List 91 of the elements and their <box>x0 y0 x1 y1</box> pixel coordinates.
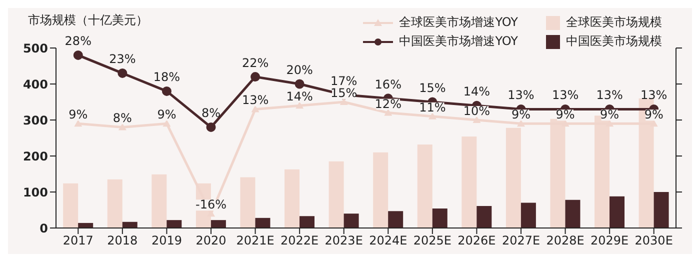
data-label: 15% <box>419 81 446 95</box>
point <box>296 102 304 109</box>
data-label: 9% <box>157 108 176 122</box>
point <box>118 123 126 130</box>
point <box>251 105 260 112</box>
bar <box>417 144 432 228</box>
data-label: 15% <box>330 86 358 100</box>
data-label: 18% <box>153 70 180 84</box>
data-label: 16% <box>374 77 402 92</box>
x-tick-label: 2027E <box>502 234 540 248</box>
bar <box>122 222 138 228</box>
bar <box>432 208 448 228</box>
legend-label: 中国医美市场增速YOY <box>398 33 518 50</box>
data-label: 13% <box>508 88 534 102</box>
point <box>73 50 83 60</box>
x-tick-label: 2019 <box>151 234 182 248</box>
point <box>428 112 436 120</box>
data-label: 20% <box>286 63 313 77</box>
x-tick-label: 2026E <box>458 234 496 248</box>
bar <box>255 218 270 228</box>
x-tick-label: 2024E <box>369 234 408 248</box>
x-tick-label: 2029E <box>590 234 629 248</box>
data-label: 14% <box>463 84 490 99</box>
x-tick-label: 2017 <box>62 234 94 248</box>
y-tick-label: 400 <box>22 77 48 92</box>
data-label: 9% <box>644 108 664 122</box>
data-label: 14% <box>286 90 313 104</box>
data-label: 12% <box>374 96 402 111</box>
point <box>517 120 525 127</box>
data-label: 11% <box>419 100 446 114</box>
x-tick-label: 2023E <box>324 234 363 248</box>
bar <box>166 220 182 228</box>
y-tick-label: 500 <box>22 41 48 56</box>
x-tick-label: 2021E <box>236 234 274 248</box>
y-tick-label: 100 <box>22 185 48 200</box>
bar <box>654 192 669 228</box>
data-label: -16% <box>195 198 227 212</box>
x-tick-label: 2030E <box>634 234 673 248</box>
data-label: 13% <box>552 88 579 102</box>
bar <box>300 216 315 228</box>
point <box>250 72 260 82</box>
point <box>294 79 304 89</box>
bar <box>476 206 492 228</box>
point <box>206 122 216 132</box>
bar <box>284 169 300 228</box>
data-label: 9% <box>556 108 575 122</box>
point <box>118 68 128 78</box>
bar <box>388 211 404 228</box>
legend-label: 中国医美市场规模 <box>565 33 662 50</box>
data-label: 9% <box>600 108 620 122</box>
point <box>162 120 171 127</box>
bar <box>344 214 359 228</box>
bar <box>565 200 580 228</box>
y-tick-label: 300 <box>22 113 48 128</box>
data-label: 8% <box>112 111 132 126</box>
x-tick-label: 2028E <box>546 234 584 248</box>
bar <box>520 202 536 228</box>
y-axis-title: 市场规模（十亿美元） <box>28 12 148 29</box>
x-tick-label: 2018 <box>107 234 138 248</box>
bar <box>240 177 256 228</box>
point <box>340 98 348 105</box>
data-label: 23% <box>109 52 136 66</box>
data-label: 8% <box>201 106 221 120</box>
point <box>472 116 481 123</box>
bar <box>328 161 344 228</box>
data-label: 9% <box>68 108 88 122</box>
data-label: 13% <box>596 88 623 102</box>
bar <box>210 220 226 228</box>
legend-label: 全球医美市场增速YOY <box>398 14 518 31</box>
bar <box>63 183 78 228</box>
point <box>162 86 172 96</box>
bar <box>107 179 122 228</box>
x-tick-label: 2022E <box>280 234 319 248</box>
bar <box>373 152 388 228</box>
y-tick-label: 0 <box>40 221 48 236</box>
data-label: 22% <box>242 56 269 70</box>
data-label: 13% <box>640 88 668 102</box>
bar <box>462 136 477 228</box>
y-tick-label: 200 <box>22 149 48 164</box>
x-tick-label: 2025E <box>413 234 452 248</box>
data-label: 10% <box>463 104 490 118</box>
legend-label: 全球医美市场规模 <box>565 14 662 31</box>
bar <box>610 196 625 228</box>
data-label: 17% <box>330 74 358 88</box>
point <box>384 108 392 116</box>
data-label: 13% <box>242 93 269 108</box>
bar <box>152 174 167 228</box>
x-tick-label: 2020 <box>196 234 226 248</box>
data-label: 28% <box>64 34 92 48</box>
data-label: 9% <box>511 108 531 122</box>
point <box>74 120 82 127</box>
